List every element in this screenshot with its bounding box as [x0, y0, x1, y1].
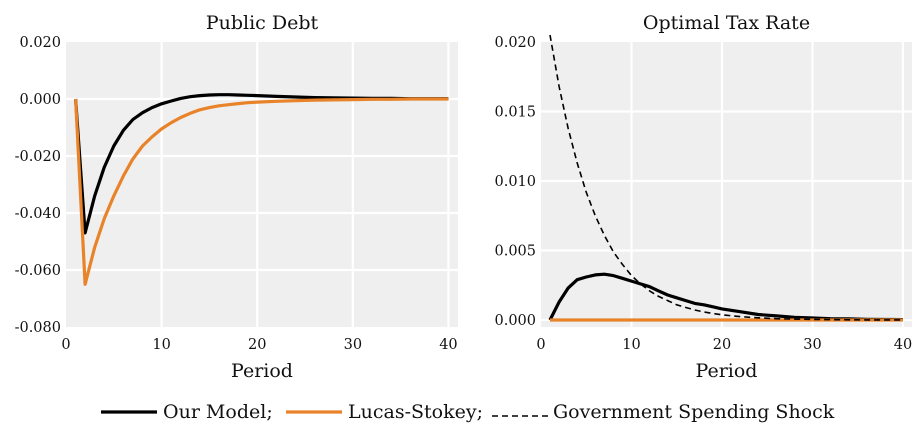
public-debt-x-axis-label: Period [231, 360, 293, 382]
public-debt-x-tick-label: 10 [152, 337, 170, 353]
public-debt-x-tick-label: 40 [439, 337, 457, 353]
public-debt-y-tick-label: 0.000 [19, 92, 61, 108]
public-debt-y-tick-label: -0.020 [15, 149, 61, 165]
optimal-tax-rate-y-tick-label: 0.020 [494, 35, 536, 51]
optimal-tax-rate-x-axis-label: Period [696, 360, 758, 382]
optimal-tax-rate-y-tick-label: 0.000 [494, 313, 536, 329]
public-debt-y-tick-label: 0.020 [19, 35, 61, 51]
legend: Our Model; Lucas-Stokey; Government Spen… [101, 401, 835, 423]
optimal-tax-rate-series-our-model-line [548, 272, 904, 322]
public-debt-x-tick-label: 30 [344, 337, 362, 353]
optimal-tax-rate-y-tick-label: 0.005 [494, 244, 536, 260]
optimal-tax-rate-x-tick-label: 40 [894, 337, 912, 353]
optimal-tax-rate-x-tick-label: 0 [536, 337, 545, 353]
public-debt-y-tick-label: -0.060 [15, 263, 61, 279]
optimal-tax-rate-panel: 0.000 0.005 0.010 0.015 0.020 0 10 20 30 40 Optima… [494, 12, 912, 382]
public-debt-x-tick-label: 20 [248, 337, 266, 353]
public-debt-panel: -0.080 -0.060 -0.040 -0.020 0.000 0.020 0 10 20 3… [15, 12, 458, 382]
optimal-tax-rate-x-tick-label: 10 [622, 337, 640, 353]
optimal-tax-rate-x-tick-label: 20 [713, 337, 731, 353]
public-debt-plot-area [66, 42, 458, 327]
legend-gov-spending-label: Government Spending Shock [553, 401, 835, 423]
public-debt-y-tick-label: -0.040 [15, 206, 61, 222]
optimal-tax-rate-x-tick-label: 30 [803, 337, 821, 353]
public-debt-series-lucas-stokey-line [74, 97, 449, 286]
public-debt-title: Public Debt [206, 12, 319, 34]
optimal-tax-rate-y-tick-label: 0.015 [494, 105, 536, 121]
optimal-tax-rate-series-government-spending-shock-line [549, 34, 904, 321]
public-debt-x-tick-label: 0 [61, 337, 70, 353]
legend-lucas-stokey-label: Lucas-Stokey; [348, 401, 483, 423]
legend-our-model-label: Our Model; [163, 401, 273, 423]
optimal-tax-rate-title: Optimal Tax Rate [643, 12, 810, 34]
optimal-tax-rate-plot-area [541, 42, 912, 327]
optimal-tax-rate-y-tick-label: 0.010 [494, 174, 536, 190]
public-debt-y-tick-label: -0.080 [15, 320, 61, 336]
